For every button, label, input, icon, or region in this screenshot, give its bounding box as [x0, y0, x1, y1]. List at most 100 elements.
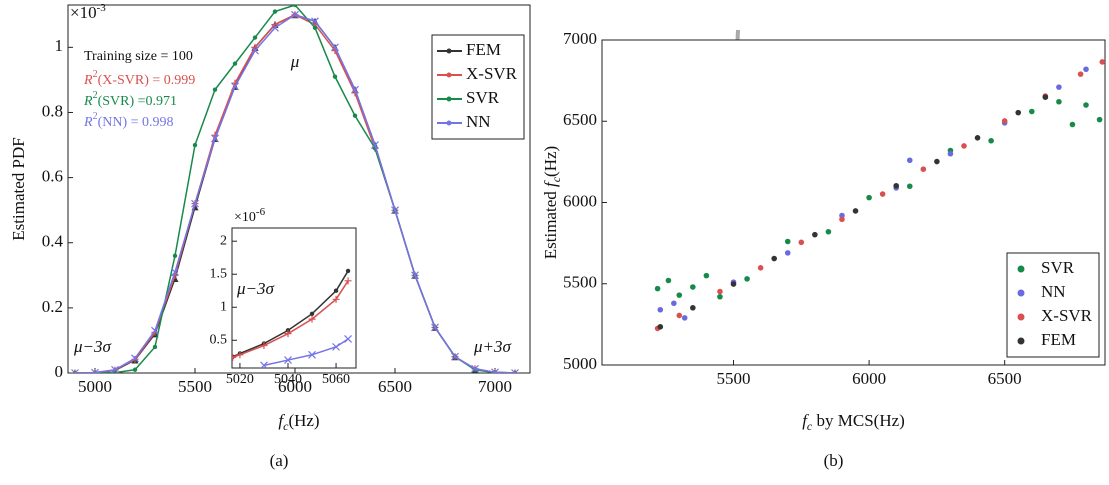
- marker: [284, 356, 292, 364]
- legend: SVR NN X-SVR FEM: [1006, 252, 1100, 358]
- point: [906, 157, 913, 164]
- point: [784, 250, 791, 256]
- chart: 5000 5500 6000 6500 700000.20.40.60.81×10-3F…: [42, 2, 531, 396]
- data-layer: [232, 268, 352, 368]
- marker: [252, 35, 258, 40]
- point: [730, 281, 737, 287]
- point: [1096, 116, 1103, 123]
- marker: [344, 277, 352, 285]
- point: [676, 292, 683, 298]
- marker: [308, 350, 316, 359]
- legend-label: SVR: [466, 88, 500, 107]
- marker: [232, 353, 237, 361]
- point: [654, 285, 661, 292]
- y-tick-label: 0.6: [42, 167, 63, 186]
- marker: [332, 74, 338, 79]
- y-tick-label: 5500: [563, 273, 597, 292]
- marker: [411, 271, 419, 280]
- legend-swatch: [446, 72, 452, 78]
- marker: [451, 352, 459, 361]
- y-multiplier: ×10-6: [234, 206, 266, 226]
- legend-label: X-SVR: [466, 64, 518, 83]
- legend-label: SVR: [1041, 258, 1075, 277]
- x-tick-label: 5500: [178, 377, 212, 396]
- label-part: c: [549, 176, 563, 182]
- legend-swatch: [446, 48, 452, 54]
- point: [681, 315, 688, 321]
- marker: [311, 17, 319, 26]
- y-tick-label: 6000: [563, 191, 597, 210]
- y-axis-label: Estimated PDF: [9, 137, 28, 240]
- label-part: -3: [97, 2, 107, 14]
- point: [798, 239, 805, 246]
- point: [1099, 59, 1105, 65]
- label-part: f: [278, 411, 285, 430]
- y-tick-label: 0.8: [42, 101, 63, 120]
- marker: [271, 21, 279, 29]
- label-part: (NN) = 0.998: [98, 115, 174, 130]
- point: [757, 265, 764, 271]
- y-tick-label: 5000: [563, 354, 597, 373]
- marker: [212, 87, 218, 92]
- marker: [345, 268, 351, 274]
- marker: [272, 9, 278, 14]
- label-part: (Hz): [288, 411, 319, 430]
- marker: [71, 369, 79, 373]
- point: [906, 183, 913, 190]
- marker: [291, 10, 299, 19]
- point: [934, 158, 940, 165]
- point: [1083, 102, 1089, 108]
- point: [771, 255, 777, 262]
- point: [1056, 98, 1062, 105]
- point: [974, 135, 981, 141]
- legend-swatch: [1017, 265, 1025, 273]
- legend-swatch: [1017, 337, 1025, 345]
- marker: [232, 61, 238, 66]
- legend-label: NN: [466, 112, 491, 131]
- marker: [431, 323, 439, 332]
- marker: [172, 253, 178, 258]
- label-part: f: [541, 180, 560, 187]
- label-part: 2: [93, 90, 98, 101]
- point: [988, 137, 994, 144]
- marker: [332, 295, 340, 303]
- marker: [332, 342, 340, 351]
- label-part: -6: [256, 206, 266, 218]
- marker: [333, 288, 339, 293]
- point: [920, 166, 927, 172]
- point: [1042, 94, 1049, 100]
- point: [657, 324, 664, 330]
- label-part: 2: [93, 111, 98, 122]
- annotation: R2(SVR) =0.971: [83, 90, 177, 109]
- marker: [260, 342, 268, 350]
- marker: [371, 141, 379, 149]
- label-part: (X-SVR) = 0.999: [98, 73, 196, 88]
- label-part: ×10: [70, 3, 97, 22]
- point: [961, 143, 967, 149]
- marker: [284, 330, 292, 338]
- annotation: R2(NN) = 0.998: [83, 111, 174, 130]
- x-tick-label: 5020: [226, 372, 254, 387]
- legend-swatch: [446, 120, 452, 126]
- marker: [391, 206, 399, 215]
- data-layer: [654, 59, 1105, 332]
- label-part: 2: [93, 69, 98, 80]
- label-part: f: [802, 411, 809, 430]
- x-tick-label: 7000: [478, 377, 512, 396]
- chart: 5500 6000 6500 5000 5500 6000 6500 7000 SVR NN X-S…: [563, 29, 1106, 388]
- point: [866, 194, 872, 201]
- marker: [491, 368, 499, 373]
- annotation: R2(X-SVR) = 0.999: [83, 69, 195, 88]
- marker: [211, 134, 219, 143]
- legend-label: FEM: [1041, 330, 1076, 349]
- marker: [236, 351, 244, 359]
- marker: [171, 268, 179, 276]
- point: [1028, 108, 1035, 115]
- y-tick-label: 1: [55, 36, 64, 55]
- label-part: (SVR) =0.971: [98, 94, 177, 109]
- marker: [471, 364, 479, 373]
- x-tick-label: 5000: [78, 377, 112, 396]
- point: [784, 238, 791, 245]
- marker: [111, 365, 119, 373]
